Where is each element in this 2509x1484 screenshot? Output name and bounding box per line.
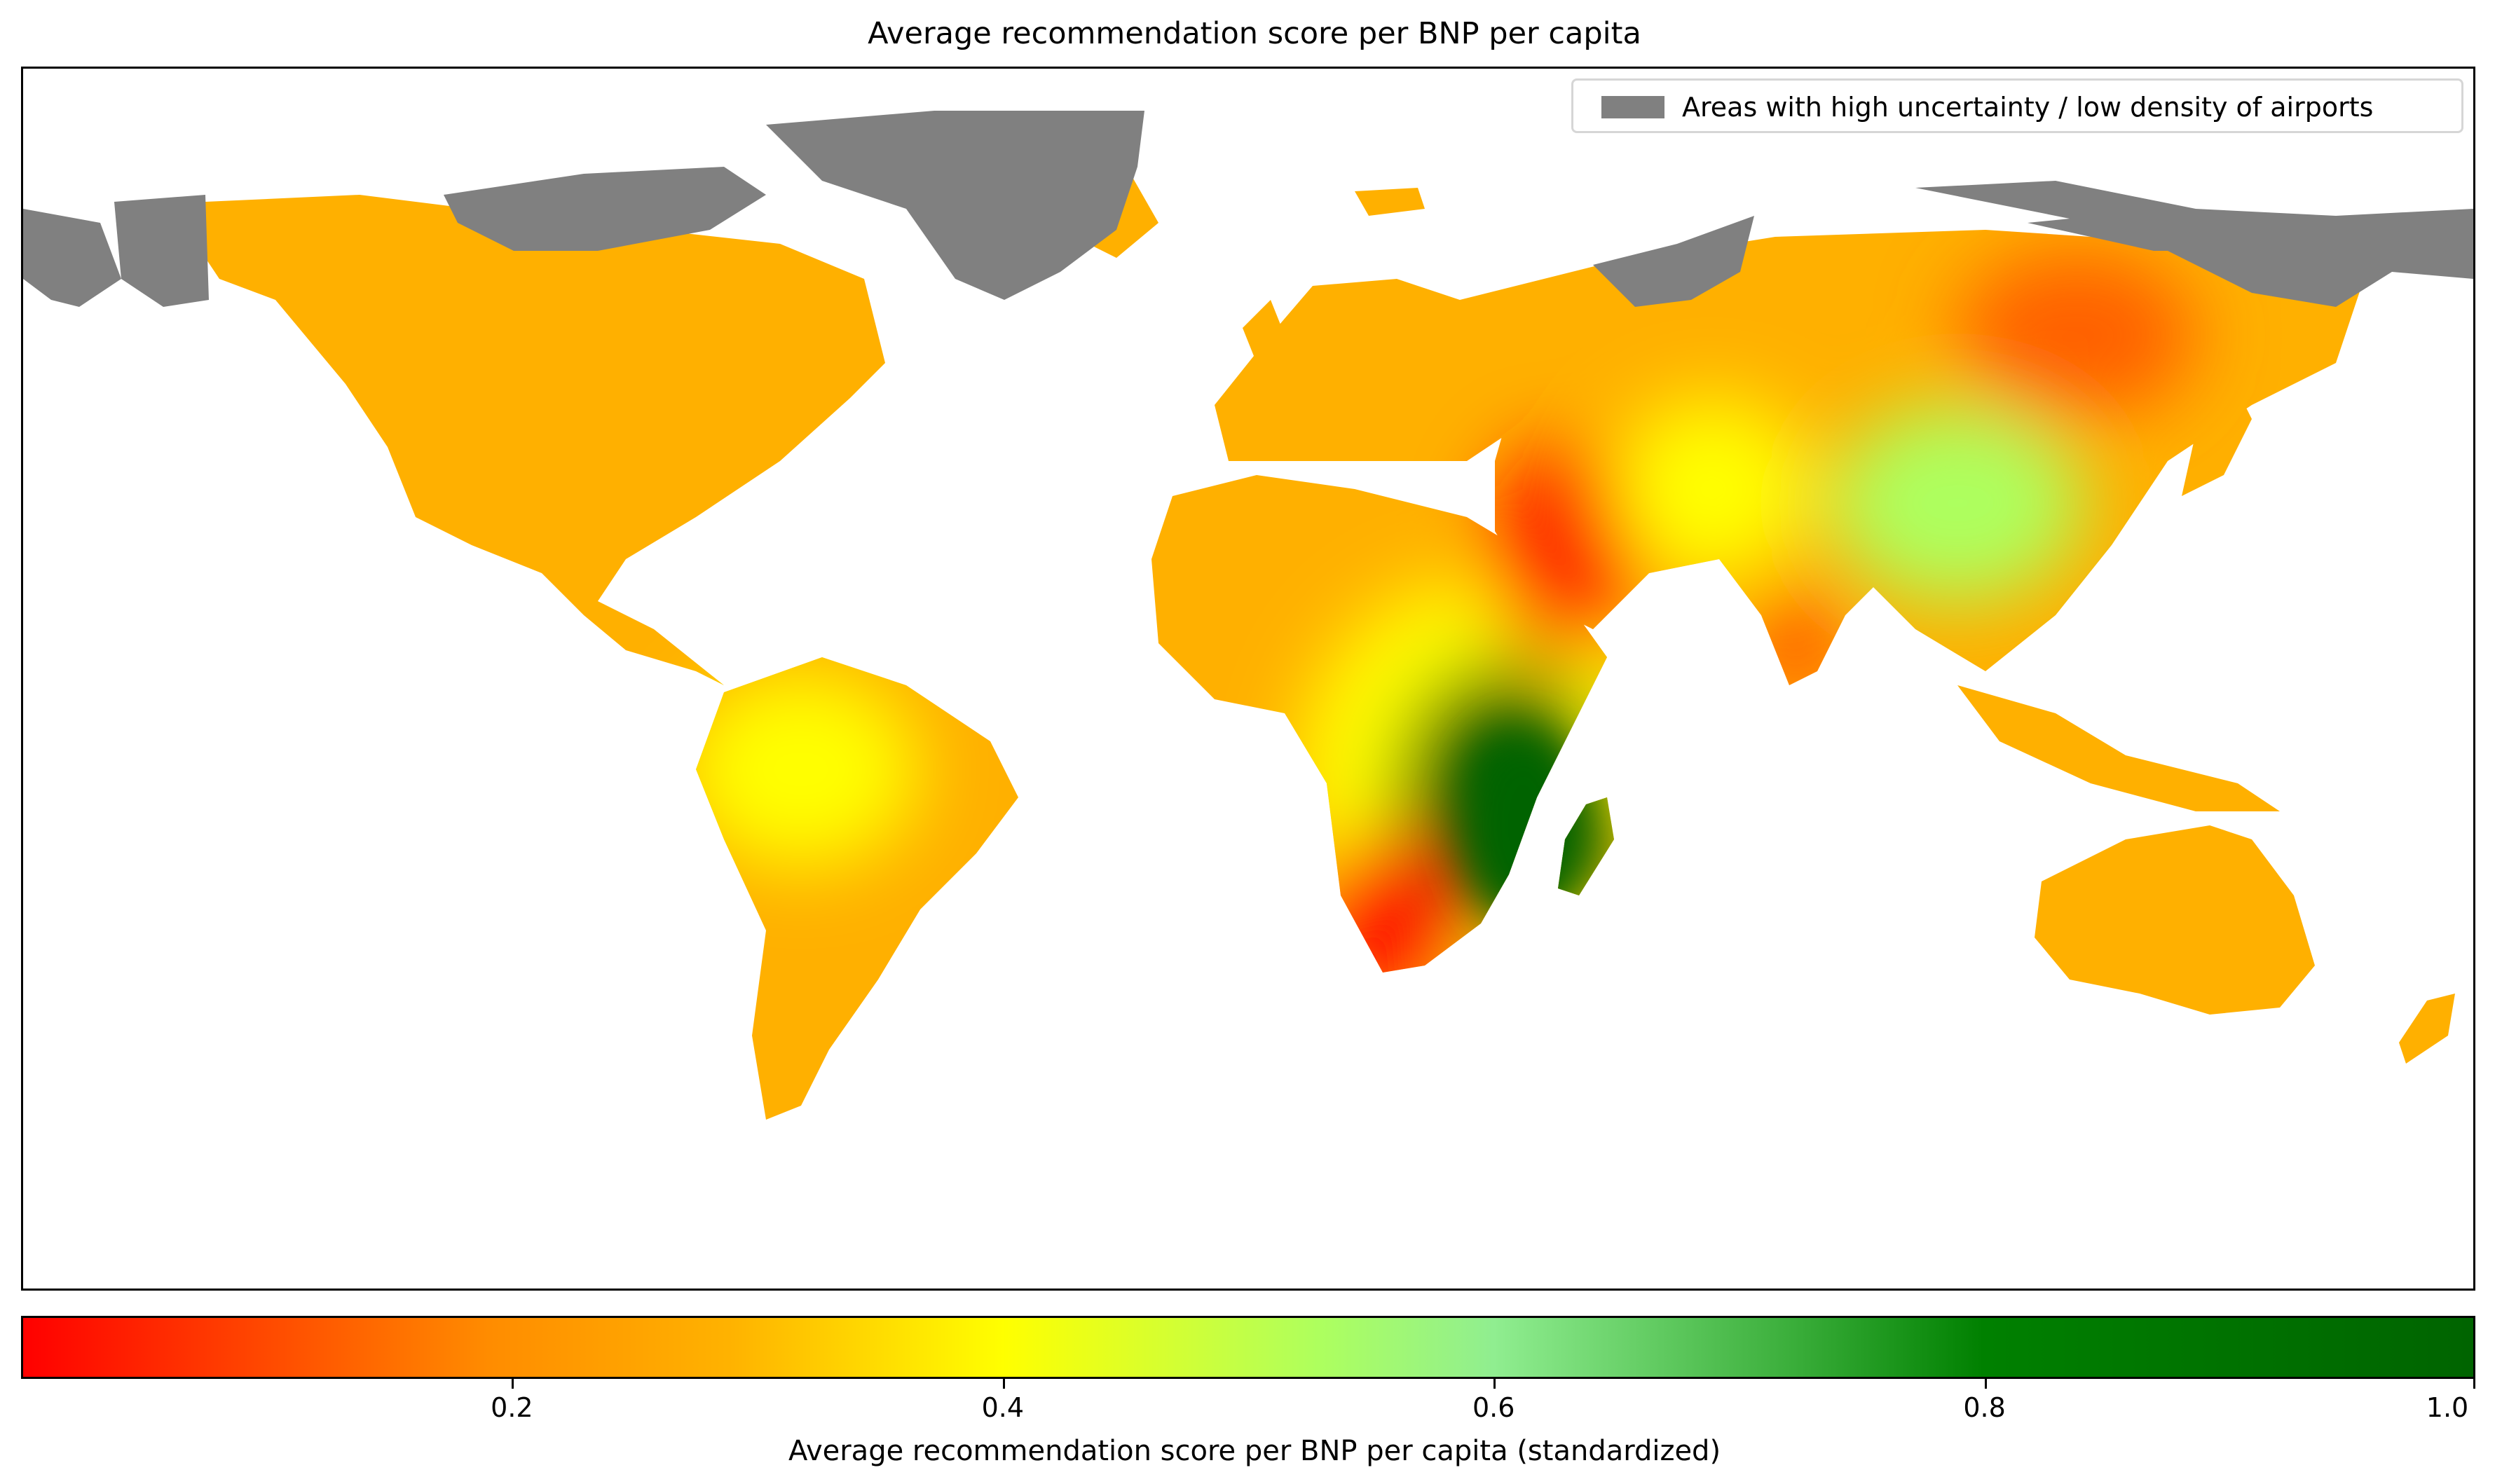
legend-label: Areas with high uncertainty / low densit… [1682, 92, 2374, 123]
map-title: Average recommendation score per BNP per… [868, 16, 1641, 51]
colorbar-tick-3 [1984, 1379, 1987, 1389]
map-frame [21, 67, 2475, 1291]
legend-swatch-uncertainty [1601, 96, 1664, 118]
uncertainty-regions [23, 111, 2473, 307]
hotspot-7 [1957, 251, 2196, 419]
hotspot-1 [1547, 783, 1632, 909]
hotspot-4 [1831, 405, 2084, 601]
colorbar-tick-label-0: 0.2 [491, 1392, 533, 1423]
colorbar [21, 1316, 2475, 1379]
colorbar-tick-2 [1493, 1379, 1496, 1389]
hotspot-6 [682, 671, 920, 867]
colorbar-tick-label-1: 0.4 [981, 1392, 1025, 1423]
hotspot-2 [1320, 832, 1474, 1001]
world-map [23, 111, 2473, 1120]
colorbar-tick-1 [1002, 1379, 1005, 1389]
colorbar-tick-0 [512, 1379, 514, 1389]
colorbar-tick-label-3: 0.8 [1963, 1392, 2006, 1423]
hotspot-3 [1488, 447, 1642, 657]
colorbar-tick-label-2: 0.6 [1472, 1392, 1515, 1423]
colorbar-tick-label-4: 1.0 [2426, 1392, 2469, 1423]
hotspot-8 [1754, 587, 1838, 699]
colorbar-label: Average recommendation score per BNP per… [788, 1435, 1721, 1467]
colorbar-tick-4 [2473, 1379, 2475, 1389]
map-legend: Areas with high uncertainty / low densit… [1571, 78, 2463, 133]
hotspot-5 [1614, 398, 1810, 580]
